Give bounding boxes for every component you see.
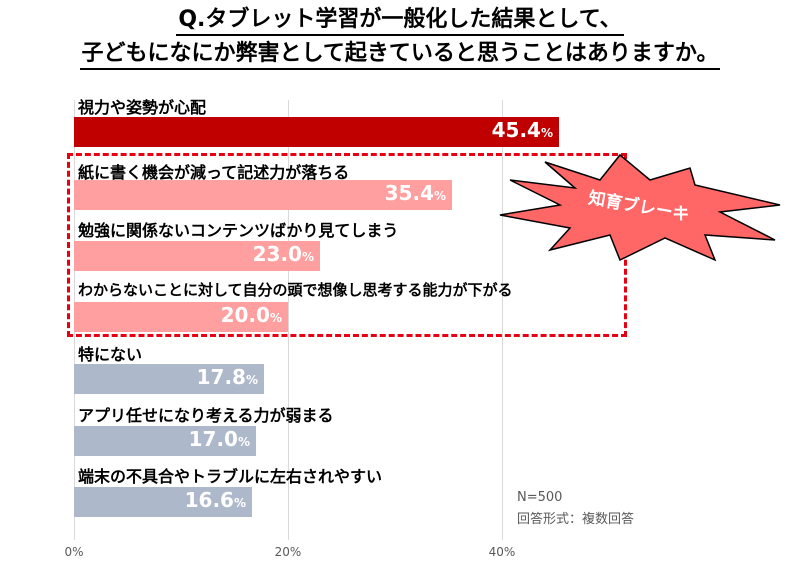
title-line1-text: Q.タブレット学習が一般化した結果として、	[176, 6, 624, 36]
bar-value: 45.4%	[491, 118, 553, 142]
category-label: 紙に書く機会が減って記述力が落ちる	[78, 163, 350, 182]
bar: 16.6%	[74, 487, 252, 517]
category-label: 端末の不具合やトラブルに左右されやすい	[78, 467, 383, 486]
category-label: 特にない	[78, 345, 143, 364]
gridline-20	[288, 100, 289, 540]
x-tick-20: 20%	[274, 545, 302, 559]
bar-value: 20.0%	[220, 303, 282, 327]
chart-title-line2: 子どもになにか弊害として起きていると思うことはありますか。	[0, 40, 800, 70]
x-tick-0: 0%	[64, 545, 84, 559]
bar-value: 23.0%	[252, 242, 314, 266]
bar-value: 17.0%	[188, 427, 250, 451]
category-label: 勉強に関係ないコンテンツばかり見てしまう	[78, 221, 399, 240]
answer-format-note: 回答形式：複数回答	[517, 512, 635, 527]
chart-title-line1: Q.タブレット学習が一般化した結果として、	[0, 6, 800, 36]
bar: 17.8%	[74, 364, 264, 394]
sample-size-note: N=500	[517, 490, 563, 505]
bar: 23.0%	[74, 241, 320, 271]
explosion-icon: 知育ブレーキ	[499, 153, 781, 262]
burst-callout: 知育ブレーキ	[490, 150, 790, 265]
bar: 20.0%	[74, 302, 288, 332]
bar: 17.0%	[74, 426, 256, 456]
bar: 45.4%	[74, 117, 559, 147]
x-tick-40: 40%	[488, 545, 516, 559]
category-label: 視力や姿勢が心配	[78, 98, 207, 117]
title-line2-text: 子どもになにか弊害として起きていると思うことはありますか。	[79, 40, 721, 70]
bar: 35.4%	[74, 180, 452, 210]
gridline-40	[502, 100, 503, 540]
bar-value: 17.8%	[196, 365, 258, 389]
category-label: アプリ任せになり考える力が弱まる	[78, 406, 334, 425]
category-label: わからないことに対して自分の頭で想像し思考する能力が下がる	[78, 281, 513, 299]
bar-value: 35.4%	[384, 181, 446, 205]
bar-value: 16.6%	[184, 488, 246, 512]
